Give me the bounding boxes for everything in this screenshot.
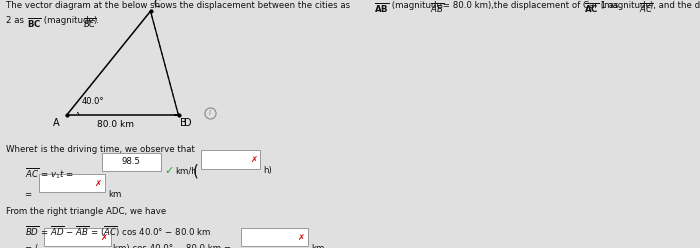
Text: (: ( [193,164,198,179]
Text: From the right triangle ADC, we have: From the right triangle ADC, we have [6,207,166,216]
Text: B: B [180,118,187,128]
Bar [201,150,260,169]
Text: h): h) [263,166,272,175]
Text: (magnitude: (magnitude [389,1,444,10]
Text: ).: ). [93,16,99,25]
Text: ✓: ✓ [164,166,174,176]
Text: (magnitude: (magnitude [598,1,653,10]
Text: C: C [153,0,160,9]
Text: i: i [209,108,211,117]
Bar [102,153,161,171]
Text: $\overline{AB}$: $\overline{AB}$ [430,1,444,15]
Bar [174,114,179,115]
Text: $\mathbf{\overline{AC}}$: $\mathbf{\overline{AC}}$ [584,1,599,15]
Text: ✗: ✗ [94,179,101,188]
Text: A: A [53,118,60,128]
Text: km: km [312,244,325,248]
Text: ✗: ✗ [250,155,257,164]
Text: = (: = ( [25,244,38,248]
Text: = 80.0 km),the displacement of Car 1 as: = 80.0 km),the displacement of Car 1 as [440,1,622,10]
Text: ), and the displacement of Car: ), and the displacement of Car [650,1,700,10]
Text: 98.5: 98.5 [122,157,141,166]
Text: $\overline{AC}$: $\overline{AC}$ [639,1,654,15]
Text: 80.0 km: 80.0 km [97,120,134,129]
Text: $\overline{BC}$: $\overline{BC}$ [83,16,97,30]
Text: km/h: km/h [175,166,197,175]
Text: 2 as: 2 as [6,16,27,25]
Bar [44,228,111,246]
Text: $\overline{BD}$ = $\overline{AD}$ $-$ $\overline{AB}$ = ($\overline{AC}$) cos 40: $\overline{BD}$ = $\overline{AD}$ $-$ $\… [25,224,211,239]
Text: Where: Where [6,145,36,154]
Text: km: km [108,190,122,199]
Text: km) cos 40.0° − 80.0 km =: km) cos 40.0° − 80.0 km = [113,244,232,248]
Text: =: = [25,190,32,199]
Text: $\mathbf{\overline{BC}}$: $\mathbf{\overline{BC}}$ [27,16,41,30]
Text: The vector diagram at the below shows the displacement between the cities as: The vector diagram at the below shows th… [6,1,353,10]
Text: is the driving time, we observe that: is the driving time, we observe that [38,145,195,154]
Text: $\mathbf{\overline{AB}}$: $\mathbf{\overline{AB}}$ [374,1,390,15]
Text: $\overline{AC}$ = $v_1 t$ =: $\overline{AC}$ = $v_1 t$ = [25,166,74,181]
Bar [38,174,105,192]
Text: t: t [34,145,37,154]
Text: D: D [184,118,192,128]
Text: 40.0°: 40.0° [82,97,104,106]
Text: ✗: ✗ [100,233,107,242]
Text: (magnitude: (magnitude [41,16,96,25]
Text: ✗: ✗ [298,233,304,242]
Bar [241,228,308,246]
